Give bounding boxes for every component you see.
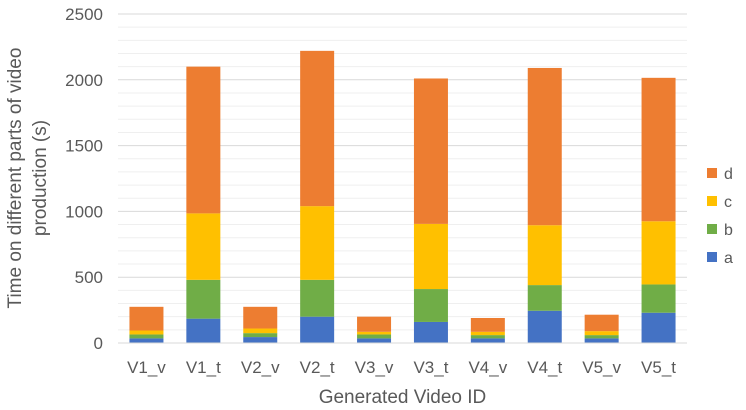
bar-segment-c-v3-v: [357, 331, 392, 335]
x-tick-label: V3_t: [413, 358, 448, 377]
legend-swatch-c: [707, 196, 717, 206]
bar-segment-a-v4-v: [470, 338, 505, 343]
bar-segment-c-v4-v: [470, 331, 505, 336]
bar-segment-b-v4-t: [527, 285, 562, 311]
bar-segment-d-v2-v: [243, 306, 278, 329]
x-tick-label: V4_t: [527, 358, 562, 377]
bar-segment-d-v2-t: [300, 50, 335, 207]
bar-segment-a-v4-t: [527, 310, 562, 343]
y-tick-label: 1000: [65, 202, 103, 221]
bar-segment-b-v3-t: [413, 289, 448, 322]
bar-segment-a-v1-t: [186, 318, 221, 343]
bar-segment-b-v1-t: [186, 279, 221, 319]
x-tick-label: V2_t: [300, 358, 335, 377]
bar-segment-c-v5-t: [641, 221, 676, 285]
y-tick-label: 0: [94, 334, 103, 353]
bar-segment-d-v4-t: [527, 67, 562, 226]
bar-segment-b-v1-v: [129, 334, 164, 339]
bar-segment-a-v5-t: [641, 312, 676, 343]
legend-swatch-b: [707, 224, 717, 234]
y-axis-ticks: 0 500 1000 1500 2000 2500: [65, 5, 103, 353]
bar-segment-d-v1-t: [186, 66, 221, 214]
y-tick-label: 2500: [65, 5, 103, 24]
x-axis-title: Generated Video ID: [319, 387, 487, 408]
x-tick-label: V5_v: [582, 358, 621, 377]
bar-segment-d-v4-v: [470, 317, 505, 332]
x-axis-ticks: V1_v V1_t V2_v V2_t V3_v V3_t V4_v V4_t V5_v V5_t: [127, 358, 676, 377]
bar-segment-a-v5-v: [584, 338, 619, 343]
y-tick-label: 2000: [65, 71, 103, 90]
bar-segment-c-v3-t: [413, 223, 448, 290]
legend-swatch-a: [707, 252, 717, 262]
bar-segment-c-v2-v: [243, 328, 278, 334]
bar-segment-a-v2-v: [243, 337, 278, 343]
legend-label-a: a: [724, 250, 733, 267]
bar-segment-c-v2-t: [300, 206, 335, 280]
bar-segment-d-v3-t: [413, 78, 448, 224]
legend-label-b: b: [724, 222, 733, 239]
x-tick-label: V1_v: [127, 358, 166, 377]
bar-segment-b-v5-t: [641, 284, 676, 313]
bar-segment-a-v3-v: [357, 338, 392, 343]
bar-segment-a-v2-t: [300, 316, 335, 343]
bar-segment-d-v5-v: [584, 314, 619, 332]
bar-segment-d-v1-v: [129, 306, 164, 331]
bar-segment-b-v4-v: [470, 335, 505, 339]
x-tick-label: V3_v: [355, 358, 394, 377]
y-tick-label: 1500: [65, 137, 103, 156]
bar-segment-c-v1-t: [186, 213, 221, 280]
bar-segment-b-v2-t: [300, 279, 335, 317]
x-tick-label: V1_t: [186, 358, 221, 377]
x-tick-label: V4_v: [468, 358, 507, 377]
legend-label-d: d: [724, 166, 733, 183]
bar-segment-b-v5-v: [584, 335, 619, 339]
bar-segment-b-v3-v: [357, 334, 392, 339]
bar-segment-c-v4-t: [527, 225, 562, 286]
bars: [129, 50, 676, 343]
x-tick-label: V2_v: [241, 358, 280, 377]
x-tick-label: V5_t: [641, 358, 676, 377]
bar-segment-c-v5-v: [584, 331, 619, 336]
bar-segment-d-v5-t: [641, 77, 676, 222]
y-axis-title-line-1: Time on different parts of video: [5, 48, 26, 309]
legend-label-c: c: [724, 194, 732, 211]
y-axis-title-line-2: production (s): [30, 120, 51, 236]
y-tick-label: 500: [75, 268, 103, 287]
bar-segment-b-v2-v: [243, 333, 278, 338]
bar-segment-c-v1-v: [129, 330, 164, 335]
bar-segment-a-v3-t: [413, 321, 448, 343]
legend-swatch-d: [707, 168, 717, 178]
bar-segment-a-v1-v: [129, 338, 164, 343]
bar-segment-d-v3-v: [357, 316, 392, 332]
